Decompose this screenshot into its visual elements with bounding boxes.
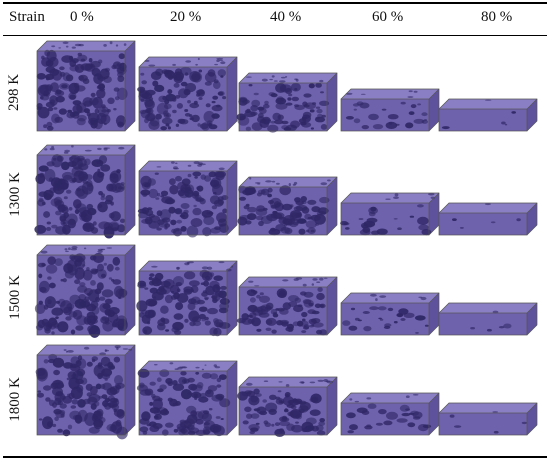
foam-cube-r1-c3 xyxy=(340,192,442,238)
foam-cube-r2-c2 xyxy=(236,276,340,338)
column-header-20: 20 % xyxy=(170,9,202,25)
foam-cube-r0-c1 xyxy=(137,56,240,134)
table-header-rule xyxy=(3,35,547,37)
foam-cube-r1-c1 xyxy=(137,160,240,238)
strain-header: Strain xyxy=(9,9,45,25)
foam-cube-r3-c4 xyxy=(438,402,540,438)
foam-cube-r2-c4 xyxy=(438,302,540,338)
column-header-80: 80 % xyxy=(481,9,513,25)
foam-cube-r2-c0 xyxy=(34,244,138,338)
table-top-rule xyxy=(3,2,547,4)
foam-cube-r3-c0 xyxy=(35,344,138,440)
column-header-60: 60 % xyxy=(372,9,404,25)
row-label-1500k: 1500 K xyxy=(6,275,23,320)
row-label-298k: 298 K xyxy=(6,73,23,112)
foam-cube-r3-c2 xyxy=(237,376,340,438)
column-header-40: 40 % xyxy=(270,9,302,25)
foam-cube-r1-c4 xyxy=(438,202,540,238)
foam-cube-r0-c0 xyxy=(36,40,138,134)
row-label-1800k: 1800 K xyxy=(6,377,23,422)
foam-cube-r1-c0 xyxy=(34,144,138,239)
table-bottom-rule xyxy=(3,456,547,458)
foam-cube-r1-c2 xyxy=(237,176,340,238)
foam-cube-r0-c2 xyxy=(236,72,340,134)
row-label-1300k: 1300 K xyxy=(6,172,23,217)
foam-cube-r3-c1 xyxy=(136,360,240,438)
foam-cube-r0-c3 xyxy=(340,88,442,134)
foam-cube-r3-c3 xyxy=(340,392,442,438)
column-header-0: 0 % xyxy=(70,9,94,25)
foam-cube-r2-c3 xyxy=(340,292,442,338)
foam-cube-r2-c1 xyxy=(136,260,240,338)
foam-cube-r0-c4 xyxy=(438,98,540,134)
